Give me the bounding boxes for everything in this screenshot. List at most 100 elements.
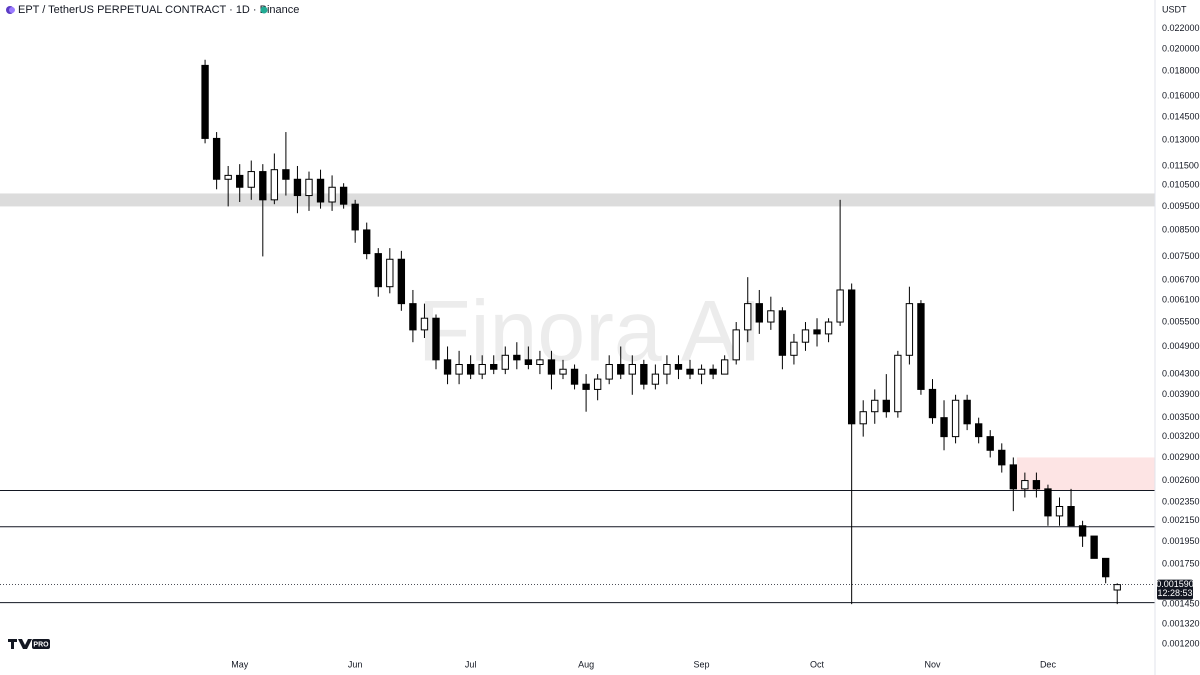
candle-body [847, 289, 856, 425]
candle-body [720, 359, 729, 375]
candle-body [466, 363, 475, 375]
candle-body [328, 186, 336, 203]
candle-body [259, 171, 267, 201]
x-tick-label: Jun [348, 659, 363, 669]
candle-body [374, 253, 382, 288]
y-tick-label: 0.002350 [1162, 496, 1200, 506]
y-tick-label: 0.005500 [1162, 316, 1200, 326]
candle-body [1021, 480, 1029, 490]
x-tick-label: Nov [924, 659, 941, 669]
x-tick-label: Dec [1040, 659, 1057, 669]
candle-body [790, 341, 798, 356]
y-tick-label: 0.003500 [1162, 412, 1200, 422]
y-tick-label: 0.002600 [1162, 475, 1200, 485]
candle-body [824, 321, 833, 335]
candle-body [397, 258, 406, 305]
candle-body [674, 363, 683, 370]
status-dot [260, 6, 268, 14]
candle-body [686, 368, 694, 375]
candle-body [663, 363, 671, 375]
y-tick-label: 0.002900 [1162, 452, 1200, 462]
candle-body [536, 359, 544, 365]
candle-body [940, 417, 948, 438]
candle-body [1032, 480, 1041, 490]
candle-body [432, 317, 440, 361]
candle-body [1055, 505, 1064, 517]
candle-body [455, 363, 463, 375]
candle-body [247, 171, 255, 188]
candle-body [836, 289, 844, 323]
zone [0, 193, 1155, 207]
currency-label[interactable]: USDT [1162, 4, 1187, 14]
candle-body [917, 303, 925, 390]
candle-body [732, 329, 740, 361]
candle-body [640, 363, 648, 385]
logo-badge: PRO [33, 641, 49, 648]
y-tick-label: 0.009500 [1162, 201, 1200, 211]
candle-body [420, 317, 429, 331]
candle-body [744, 303, 752, 331]
y-tick-label: 0.001750 [1162, 559, 1200, 569]
y-tick-label: 0.014500 [1162, 111, 1200, 121]
candle-body [593, 378, 602, 390]
candle-body [559, 368, 567, 375]
candle-body [801, 329, 810, 343]
candle-body [1078, 525, 1087, 537]
y-tick-label: 0.004900 [1162, 341, 1200, 351]
candle-body [1102, 557, 1110, 578]
last-price-tag [1157, 579, 1193, 600]
x-tick-label: Oct [810, 659, 825, 669]
symbol-icon [6, 6, 15, 14]
candle-body [201, 64, 209, 139]
candle-body [236, 174, 244, 188]
candle-body [871, 399, 879, 413]
y-tick-label: 0.008500 [1162, 224, 1200, 234]
y-tick-label: 0.018000 [1162, 66, 1200, 76]
candle-body [339, 186, 348, 205]
candle-body [882, 399, 890, 413]
y-tick-label: 0.002150 [1162, 515, 1200, 525]
y-tick-label: 0.003900 [1162, 389, 1200, 399]
y-tick-label: 0.020000 [1162, 43, 1200, 53]
candle-body [1090, 535, 1098, 559]
candle-body [409, 303, 417, 331]
y-tick-label: 0.001320 [1162, 618, 1200, 628]
y-tick-label: 0.003200 [1162, 431, 1200, 441]
y-tick-label: 0.016000 [1162, 90, 1200, 100]
candle-body [386, 258, 394, 288]
x-tick-label: Aug [578, 659, 594, 669]
candle-body [1067, 505, 1075, 527]
candle-body [697, 368, 706, 375]
candle-body [951, 399, 960, 438]
candle-body [709, 368, 717, 375]
y-tick-label: 0.004300 [1162, 368, 1200, 378]
y-tick-label: 0.022000 [1162, 23, 1200, 33]
candle-body [293, 178, 302, 197]
candle-body [501, 354, 509, 370]
candle-body [363, 229, 371, 255]
watermark: Finora AI [418, 284, 762, 380]
candle-body [617, 363, 625, 375]
candle-body [767, 310, 775, 323]
candle-body [478, 363, 486, 375]
candle-body [570, 368, 579, 385]
chart-title: EPT / TetherUS PERPETUAL CONTRACT · 1D ·… [18, 4, 299, 16]
candle-body [224, 174, 232, 180]
candle-body [905, 303, 914, 356]
x-tick-label: Sep [694, 659, 710, 669]
candle-body [305, 178, 313, 197]
candle-body [524, 359, 533, 365]
y-tick-label: 0.010500 [1162, 180, 1200, 190]
candle-body [316, 178, 325, 203]
candle-body [351, 203, 359, 231]
plot [0, 59, 1155, 605]
y-tick-label: 0.001200 [1162, 639, 1200, 649]
candle-body [443, 359, 452, 375]
candle-body [1009, 464, 1017, 490]
candle-body [270, 169, 279, 201]
x-tick-label: May [231, 659, 249, 669]
x-tick-label: Jul [465, 659, 477, 669]
candle-body [282, 169, 290, 180]
candle-body [605, 363, 613, 380]
